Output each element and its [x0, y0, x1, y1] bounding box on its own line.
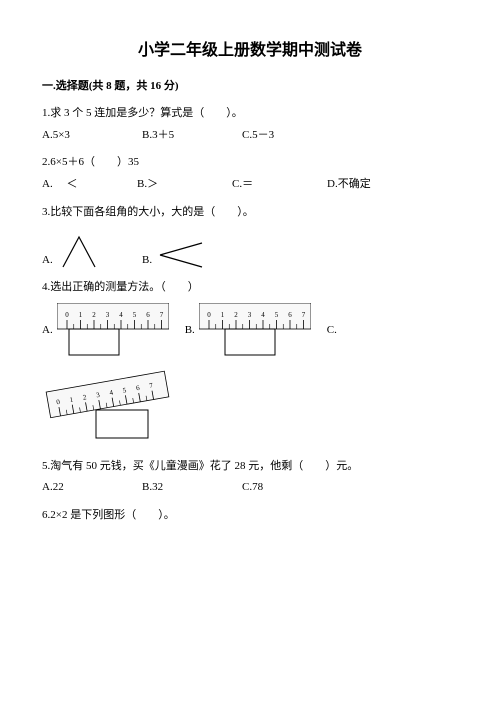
svg-text:7: 7: [302, 311, 306, 319]
svg-text:3: 3: [105, 311, 109, 319]
question-3: 3.比较下面各组角的大小，大的是（ ）。 A. B.: [42, 204, 458, 270]
angle-narrow-icon: [57, 233, 101, 269]
question-5: 5.淘气有 50 元钱，买《儿童漫画》花了 28 元，他剩（ ）元。 A.22 …: [42, 458, 458, 497]
q6-text: 6.2×2 是下列图形（ ）。: [42, 507, 458, 525]
q1-opt-c: C.5－3: [242, 127, 342, 145]
svg-text:7: 7: [159, 311, 163, 319]
q3-opt-b: B.: [142, 252, 152, 270]
ruler-a-icon: 0 1 2 3 4 5 6 7: [57, 303, 169, 358]
q4-opt-b: B.: [185, 322, 195, 340]
svg-text:6: 6: [288, 311, 292, 319]
q4-opt-a: A.: [42, 322, 53, 340]
svg-text:2: 2: [234, 311, 238, 319]
q5-opt-b: B.32: [142, 479, 242, 497]
svg-text:0: 0: [65, 311, 69, 319]
svg-text:1: 1: [221, 311, 225, 319]
question-4: 4.选出正确的测量方法。（ ） A. 01234567 B. 01234567 …: [42, 279, 458, 448]
q2-opt-c: C.＝: [232, 176, 327, 194]
q5-opt-c: C.78: [242, 479, 342, 497]
svg-text:4: 4: [119, 311, 123, 319]
svg-text:4: 4: [261, 311, 265, 319]
q2-text: 2.6×5＋6（ ）35: [42, 154, 458, 172]
q1-text: 1.求 3 个 5 连加是多少？算式是（ ）。: [42, 105, 458, 123]
q5-opt-a: A.22: [42, 479, 142, 497]
angle-wide-icon: [156, 241, 206, 269]
q2-opt-b: B.＞: [137, 176, 232, 194]
page-title: 小学二年级上册数学期中测试卷: [42, 38, 458, 64]
svg-text:5: 5: [275, 311, 279, 319]
q5-text: 5.淘气有 50 元钱，买《儿童漫画》花了 28 元，他剩（ ）元。: [42, 458, 458, 476]
svg-text:0: 0: [207, 311, 211, 319]
question-2: 2.6×5＋6（ ）35 A. ＜ B.＞ C.＝ D.不确定: [42, 154, 458, 193]
q1-opt-a: A.5×3: [42, 127, 142, 145]
svg-text:6: 6: [146, 311, 150, 319]
q3-opt-a: A.: [42, 252, 53, 270]
question-6: 6.2×2 是下列图形（ ）。: [42, 507, 458, 525]
svg-text:3: 3: [248, 311, 252, 319]
svg-text:2: 2: [92, 311, 96, 319]
q4-text: 4.选出正确的测量方法。（ ）: [42, 279, 458, 297]
svg-text:5: 5: [132, 311, 136, 319]
ruler-b-icon: 0 1 2 3 4 5 6 7: [199, 303, 311, 358]
q2-opt-a: A. ＜: [42, 176, 137, 194]
svg-text:1: 1: [78, 311, 82, 319]
section-heading: 一.选择题(共 8 题，共 16 分): [42, 78, 458, 96]
ruler-c-icon: 01234567: [42, 368, 192, 448]
q2-opt-d: D.不确定: [327, 176, 422, 194]
question-1: 1.求 3 个 5 连加是多少？算式是（ ）。 A.5×3 B.3＋5 C.5－…: [42, 105, 458, 144]
q4-opt-c: C.: [327, 322, 337, 340]
q3-text: 3.比较下面各组角的大小，大的是（ ）。: [42, 204, 458, 222]
q1-opt-b: B.3＋5: [142, 127, 242, 145]
